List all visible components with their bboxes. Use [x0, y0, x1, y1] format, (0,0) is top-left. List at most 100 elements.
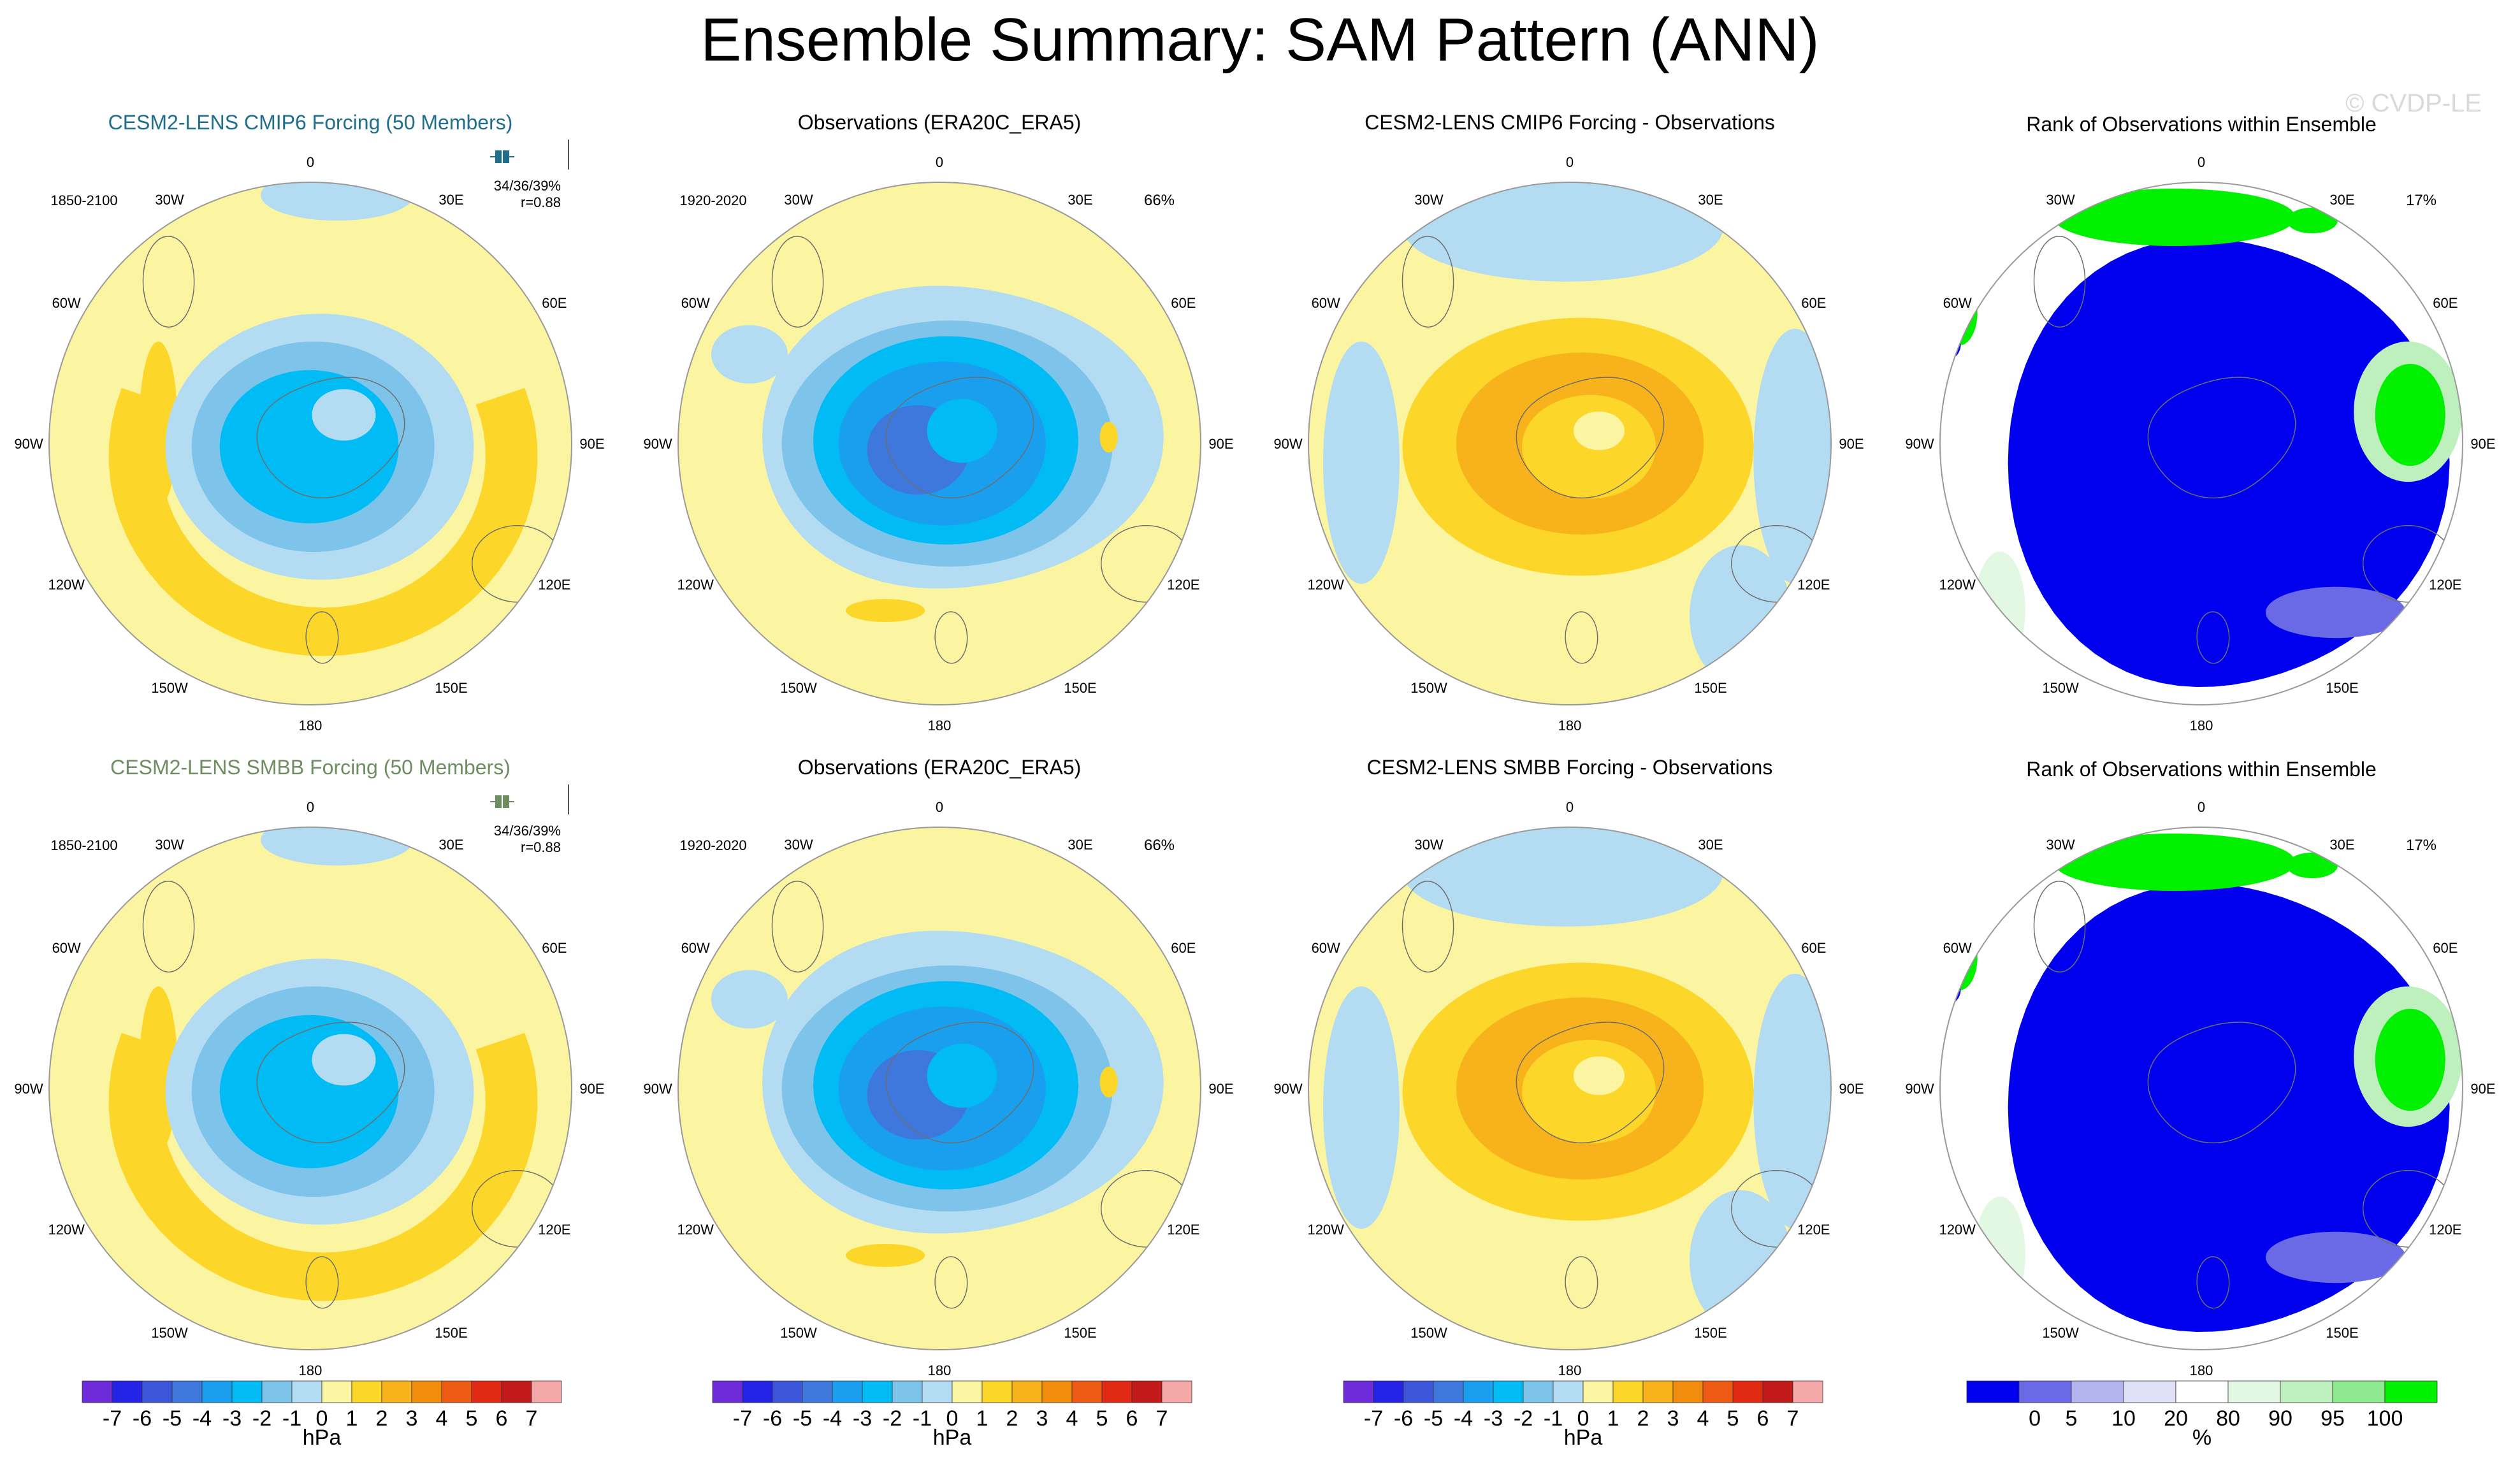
lon-label: 30W: [784, 192, 813, 208]
lon-label: 30E: [2329, 837, 2354, 853]
lon-label: 90E: [1208, 436, 1233, 452]
colorbar-tick: 2: [376, 1406, 388, 1431]
period-label: 1850-2100: [50, 837, 117, 853]
antarctica-outline: [1516, 377, 1665, 499]
lon-label: 150E: [1064, 1325, 1096, 1341]
field-contour: [312, 389, 376, 441]
colorbar-tick: -1: [913, 1406, 932, 1431]
lon-label: 120W: [1307, 1222, 1344, 1238]
colorbar-swatch: [2123, 1380, 2176, 1403]
colorbar-tick: 10: [2111, 1406, 2136, 1431]
field-contour: [219, 370, 399, 524]
antarctica-outline: [256, 1022, 405, 1144]
colorbar-tick: 90: [2268, 1406, 2292, 1431]
colorbar-swatch: [531, 1380, 562, 1403]
field-contour: [108, 387, 538, 656]
colorbar-unit: hPa: [933, 1426, 972, 1450]
panel-title: Observations (ERA20C_ERA5): [798, 756, 1082, 779]
lon-label: 60E: [1171, 295, 1196, 311]
pct-label: 66%: [1144, 837, 1175, 854]
lon-label: 90W: [643, 436, 672, 452]
field-contour: [2266, 1231, 2406, 1283]
lon-label: 30W: [1414, 837, 1443, 853]
map-panel-1-1: 0 30E 60E 90E 120E 150E 180 150W 120W 90W 60W 30W Ob…: [643, 756, 1233, 1378]
lon-label: 90E: [1839, 1081, 1864, 1097]
lon-label: 60E: [1801, 295, 1826, 311]
map-panel-0-2: 0 30E 60E 90E 120E 150E 180 150W 120W 90W 60W 30W CE…: [1273, 111, 1864, 734]
coastline: [934, 1256, 968, 1309]
lon-label: 60E: [542, 940, 567, 956]
lon-label: 0: [2198, 799, 2205, 815]
lon-label: 150W: [1410, 680, 1447, 696]
lon-label: 30W: [155, 192, 184, 208]
colorbar-swatch: [1463, 1380, 1494, 1403]
antarctica-outline: [1516, 1022, 1665, 1144]
lon-label: 120E: [2429, 1222, 2461, 1238]
colorbar-tick: -1: [282, 1406, 301, 1431]
colorbar-tick: 7: [526, 1406, 538, 1431]
lon-label: 150W: [2042, 680, 2079, 696]
panel-title: CESM2-LENS CMIP6 Forcing (50 Members): [108, 111, 513, 134]
pattern-corr: r=0.88: [521, 839, 561, 855]
colorbar-swatch: [1011, 1380, 1043, 1403]
coastline: [1565, 1256, 1598, 1309]
lon-label: 90W: [1273, 436, 1302, 452]
coastline: [2196, 1256, 2230, 1309]
lon-label: 120E: [2429, 577, 2461, 593]
colorbar-tick: -4: [1454, 1406, 1473, 1431]
colorbar-swatch: [1702, 1380, 1734, 1403]
colorbar-tick: 1: [1607, 1406, 1619, 1431]
colorbar-swatch: [411, 1380, 442, 1403]
map-boundary: [1939, 182, 2463, 705]
panel-title: CESM2-LENS CMIP6 Forcing - Observations: [1365, 111, 1775, 134]
lon-label: 90W: [643, 1081, 672, 1097]
panel-title: Rank of Observations within Ensemble: [2026, 113, 2377, 136]
colorbar-tick: 7: [1156, 1406, 1168, 1431]
lon-label: 90W: [14, 436, 43, 452]
colorbar-swatch: [922, 1380, 953, 1403]
colorbar-tick: -3: [853, 1406, 872, 1431]
colorbar-swatch: [1672, 1380, 1704, 1403]
lon-label: 120E: [1797, 1222, 1830, 1238]
colorbar-swatch: [381, 1380, 412, 1403]
field-contour: [108, 1032, 538, 1301]
lon-label: 0: [307, 154, 314, 170]
lon-label: 60E: [2433, 295, 2458, 311]
lon-label: 30E: [1698, 837, 1723, 853]
lon-label: 90W: [14, 1081, 43, 1097]
colorbar-0: -7 -6 -5 -4 -3 -2 -1 0 1 2 3 4 5 6 7 hPa: [82, 1380, 562, 1450]
colorbar-tick: -6: [763, 1406, 782, 1431]
lon-label: 60W: [1943, 295, 1972, 311]
colorbar-1: -7 -6 -5 -4 -3 -2 -1 0 1 2 3 4 5 6 7 hPa: [712, 1380, 1192, 1450]
map-boundary: [1939, 827, 2463, 1350]
map-panel-0-0: 0 30E 60E 90E 120E 150E 180 150W 120W 90W 60W 30W CE…: [14, 111, 604, 734]
lon-label: 60W: [681, 940, 710, 956]
coastline: [142, 236, 195, 328]
lon-label: 0: [936, 154, 943, 170]
lon-label: 120E: [538, 1222, 570, 1238]
field-contour: [1323, 341, 1400, 584]
coastline: [305, 611, 339, 664]
colorbar-swatch: [471, 1380, 502, 1403]
lon-label: 120W: [1939, 1222, 1976, 1238]
field-contour: [1099, 1067, 1118, 1097]
colorbar-tick: 100: [2367, 1406, 2403, 1431]
colorbar-swatch: [1071, 1380, 1103, 1403]
map-panel-0-3: 0 30E 60E 90E 120E 150E 180 150W 120W 90W 60W 30W Ra…: [1905, 113, 2495, 734]
colorbar-swatch: [1493, 1380, 1524, 1403]
colorbar-tick: 1: [346, 1406, 358, 1431]
colorbar-tick: -2: [252, 1406, 272, 1431]
lon-label: 120W: [677, 1222, 714, 1238]
colorbar-swatch: [832, 1380, 863, 1403]
lon-label: 120W: [1939, 577, 1976, 593]
variance-stats: 34/36/39%: [494, 178, 561, 194]
colorbar-swatch: [1582, 1380, 1614, 1403]
field-contour: [2266, 586, 2406, 639]
antarctica-outline: [885, 377, 1034, 499]
colorbar-swatch: [981, 1380, 1013, 1403]
lon-label: 30W: [2046, 192, 2075, 208]
colorbar-tick: 5: [2066, 1406, 2078, 1431]
lon-label: 180: [1558, 1362, 1582, 1378]
colorbar-tick: 4: [436, 1406, 448, 1431]
field-contour: [1402, 827, 1724, 927]
